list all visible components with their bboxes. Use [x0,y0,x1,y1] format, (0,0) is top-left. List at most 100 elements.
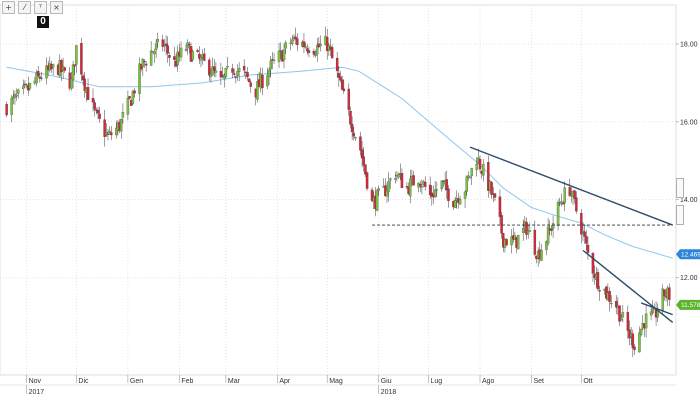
y-tick-label: 16.00 [680,119,698,126]
candle-body [164,43,168,46]
x-tick-label: Set [533,378,544,385]
candle-body [598,290,601,292]
candle-body [51,64,55,68]
candle-body [208,59,211,76]
candle-body [163,45,166,47]
candle-body [105,132,108,136]
candle-body [375,190,379,211]
candle-body [561,202,565,205]
candle-body [626,312,630,331]
candle-body [70,78,73,89]
moving-average-layer [6,66,673,259]
candle-body [154,43,158,50]
candle-body [359,136,362,151]
candle-body [409,178,412,197]
candle-body [15,94,18,97]
candle-body [516,234,520,250]
candle-body [490,182,493,195]
x-tick-label: Ott [583,378,592,385]
candle-body [131,91,135,104]
candle-body [153,50,156,55]
candle-body [350,123,354,133]
candle-body [307,50,311,53]
candle-body [478,159,482,170]
candle-body [447,188,450,201]
candle-body [621,312,625,318]
candle-body [339,76,342,81]
candle-layer [5,26,671,358]
candle-body [558,203,561,205]
candle-body [80,43,83,75]
candle-body [330,47,334,59]
candle-body [93,102,96,110]
candle-body [668,287,671,300]
y-tick-label: 18.00 [680,41,698,48]
text-tool-icon[interactable]: ᵀ [34,1,47,14]
candle-body [214,70,218,73]
crosshair-icon[interactable]: + [2,1,15,14]
candle-body [465,176,468,192]
candle-body [596,272,600,290]
close-icon[interactable]: × [50,1,63,14]
candle-body [17,89,20,94]
candle-body [591,253,595,274]
candle-body [639,328,643,335]
candle-body [468,176,472,178]
candle-body [176,51,179,66]
candle-body [5,104,8,116]
candle-body [319,43,322,46]
candle-body [188,44,191,46]
candle-body [349,110,352,125]
candle-body [144,63,148,66]
candle-body [106,133,110,136]
candle-body [540,250,543,261]
candle-body [586,244,590,253]
chart-toolbar: + ⁄ ᵀ × [2,1,63,14]
candle-body [644,313,648,329]
candle-body [335,57,339,72]
candle-body [575,197,578,212]
candle-body [525,221,528,235]
alert-count-badge[interactable]: 0 [37,16,49,28]
candle-body [394,178,397,180]
candle-body [196,50,199,52]
candle-body [249,82,253,87]
candle-body [166,45,169,54]
candle-body [282,49,286,61]
draw-line-icon[interactable]: ⁄ [18,1,31,14]
candle-body [156,39,160,43]
candle-body [412,175,415,186]
candle-body [360,149,364,159]
candle-body [71,64,75,81]
candle-body [231,68,234,73]
axis-scale-handle-icon[interactable] [676,205,684,225]
candle-body [545,241,548,250]
candle-body [213,66,216,71]
candle-body [296,38,299,46]
candle-body [35,73,38,84]
candle-body [247,78,251,83]
candle-body [560,201,563,204]
candle-body [10,98,13,115]
candle-body [191,51,194,60]
candle-body [108,130,111,133]
price-tag-layer: 12.4694 11.578 [676,249,700,310]
candle-body [143,60,146,63]
candle-body [168,55,171,58]
candle-body [302,41,306,47]
candle-body [618,305,621,322]
candle-body [91,97,95,103]
year-label: 2018 [381,389,397,396]
candle-body [98,113,101,119]
candle-body [510,236,513,246]
axis-scale-handle-icon[interactable] [676,178,684,198]
candle-body [294,36,297,40]
candle-body [423,181,427,187]
candle-body [45,65,48,79]
candle-body [337,72,341,78]
x-tick-label: Dic [78,378,89,385]
candle-body [649,311,653,316]
candle-body [86,87,90,100]
candle-body [397,173,400,178]
